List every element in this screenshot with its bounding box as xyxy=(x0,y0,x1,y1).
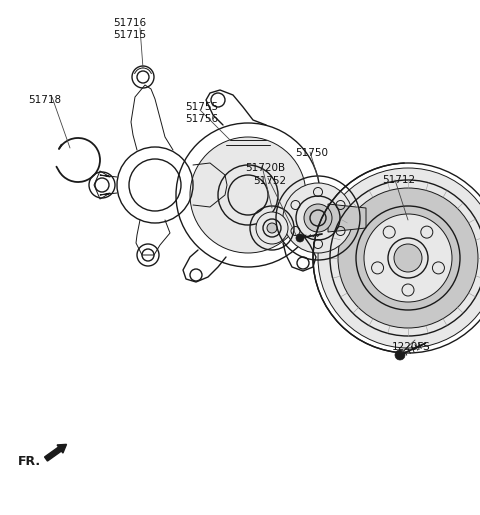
Circle shape xyxy=(395,350,405,360)
Text: FR.: FR. xyxy=(18,455,41,468)
Text: 51715: 51715 xyxy=(113,30,146,40)
Circle shape xyxy=(256,212,288,244)
Circle shape xyxy=(190,137,306,253)
Text: 1220FS: 1220FS xyxy=(392,342,431,352)
Text: 51756: 51756 xyxy=(185,114,218,124)
FancyArrow shape xyxy=(45,444,67,461)
Text: 51752: 51752 xyxy=(253,176,286,186)
Circle shape xyxy=(318,168,480,348)
Circle shape xyxy=(283,183,353,253)
Text: 51712: 51712 xyxy=(382,175,415,185)
Circle shape xyxy=(304,204,332,232)
Text: 51755: 51755 xyxy=(185,102,218,112)
Text: 51720B: 51720B xyxy=(245,163,285,173)
Text: 51718: 51718 xyxy=(28,95,61,105)
Circle shape xyxy=(364,214,452,302)
Text: 51716: 51716 xyxy=(113,18,146,28)
Circle shape xyxy=(267,223,277,233)
Circle shape xyxy=(338,188,478,328)
Polygon shape xyxy=(328,204,366,232)
Circle shape xyxy=(296,234,304,242)
Text: 51750: 51750 xyxy=(295,148,328,158)
Circle shape xyxy=(394,244,422,272)
